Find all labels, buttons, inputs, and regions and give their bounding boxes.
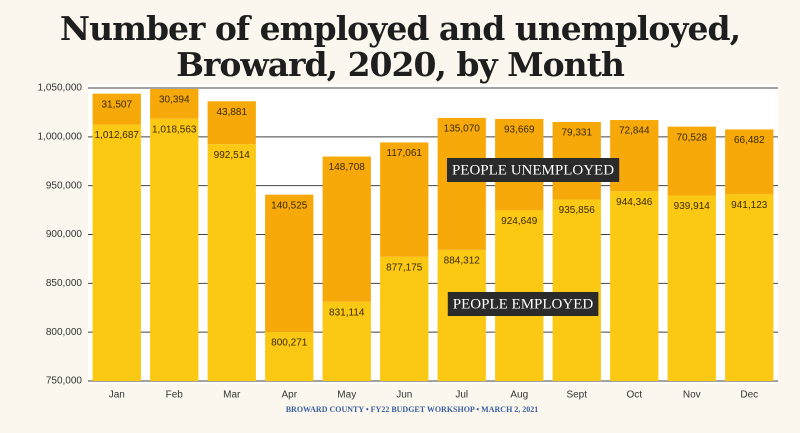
chart-title: Broward, 2020, by Month — [176, 45, 625, 84]
bar-segment — [150, 89, 199, 119]
value-label: 944,346 — [616, 197, 653, 208]
value-label: 877,175 — [386, 262, 423, 273]
x-tick-label: May — [337, 390, 356, 401]
x-tick-label: Jan — [109, 390, 125, 401]
x-tick-label: Aug — [510, 390, 528, 401]
value-label: 939,914 — [674, 201, 711, 212]
chart-title: Number of employed and unemployed, — [60, 9, 740, 48]
y-tick-label: 750,000 — [46, 376, 83, 387]
bar-segment — [437, 117, 486, 250]
y-tick-label: 950,000 — [46, 180, 83, 191]
bar-segment — [150, 118, 199, 382]
bar-segment — [725, 129, 774, 195]
bar-segment — [265, 194, 314, 332]
y-tick-label: 1,050,000 — [38, 83, 83, 94]
value-label: 924,649 — [501, 216, 538, 227]
bar-segment — [207, 144, 256, 381]
bar-segment — [265, 331, 314, 381]
bar-segment — [92, 124, 141, 382]
bar-segment — [92, 93, 141, 125]
x-tick-label: Jul — [455, 390, 468, 401]
x-tick-label: Nov — [683, 390, 701, 401]
bar-segment — [207, 101, 256, 145]
value-label: 1,012,687 — [95, 130, 140, 141]
value-label: 66,482 — [734, 135, 765, 146]
value-label: 831,114 — [329, 307, 365, 318]
value-label: 93,669 — [504, 125, 535, 136]
bar-segment — [322, 156, 371, 302]
bar-segment — [322, 301, 371, 381]
value-label: 117,061 — [387, 148, 423, 159]
legend-label: PEOPLE UNEMPLOYED — [452, 162, 614, 178]
value-label: 43,881 — [216, 107, 247, 118]
legend-box — [446, 158, 620, 182]
source: BROWARD COUNTY • FY22 BUDGET WORKSHOP • … — [286, 405, 539, 414]
value-label: 935,856 — [559, 205, 596, 216]
value-label: 148,708 — [329, 162, 366, 173]
value-label: 79,331 — [561, 128, 592, 139]
value-label: 72,844 — [619, 126, 650, 137]
x-tick-label: Mar — [223, 390, 241, 401]
bar-segment — [380, 142, 429, 257]
bar-segment — [667, 126, 716, 196]
value-label: 992,514 — [214, 150, 251, 161]
x-tick-label: Oct — [626, 390, 642, 401]
value-label: 140,525 — [271, 200, 308, 211]
y-tick-label: 900,000 — [46, 229, 83, 240]
legend-box — [447, 292, 599, 316]
x-tick-label: Dec — [740, 390, 758, 401]
value-label: 30,394 — [159, 95, 190, 106]
y-tick-label: 850,000 — [46, 278, 83, 289]
bar-segment — [552, 199, 601, 381]
y-tick-label: 800,000 — [46, 327, 83, 338]
y-tick-label: 1,000,000 — [38, 131, 83, 142]
value-label: 884,312 — [444, 255, 481, 266]
x-tick-label: Apr — [281, 390, 297, 401]
value-label: 941,123 — [731, 200, 768, 211]
value-label: 1,018,563 — [152, 124, 197, 135]
value-label: 135,070 — [444, 124, 481, 135]
bar-segment — [667, 195, 716, 381]
value-label: 800,271 — [271, 338, 308, 349]
value-label: 31,507 — [101, 99, 132, 110]
value-label: 70,528 — [676, 132, 707, 143]
x-tick-label: Sept — [566, 390, 587, 401]
bar-segment — [725, 194, 774, 381]
legend-label: PEOPLE EMPLOYED — [453, 296, 594, 312]
x-tick-label: Jun — [396, 390, 412, 401]
x-tick-label: Feb — [166, 390, 184, 401]
bar-segment — [610, 191, 659, 381]
bar-segment — [380, 256, 429, 381]
